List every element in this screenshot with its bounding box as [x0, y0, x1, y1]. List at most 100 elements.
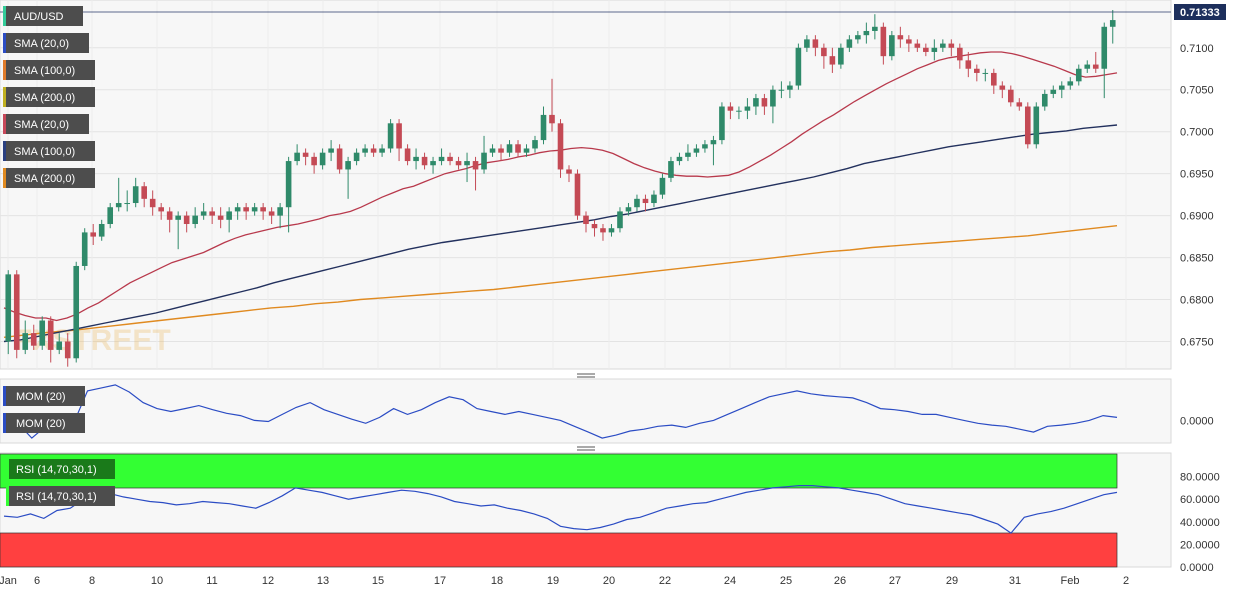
candle	[540, 106, 547, 145]
indicator-label-rsi-b[interactable]: RSI (14,70,30,1)	[6, 486, 115, 506]
candle	[251, 203, 258, 216]
mom-path	[3, 384, 1118, 439]
candle	[1050, 85, 1057, 99]
indicator-label-sma100-b[interactable]: SMA (100,0)	[3, 141, 95, 161]
candle	[345, 156, 351, 199]
candle	[285, 156, 292, 233]
main-panel	[0, 0, 1172, 370]
x-tick-label: 2	[1123, 575, 1129, 587]
candle	[770, 85, 776, 124]
symbol-label[interactable]: AUD/USD	[3, 6, 83, 26]
x-tick-label: 27	[889, 575, 901, 587]
candle	[268, 207, 275, 225]
candle	[158, 203, 164, 220]
y-tick-label: 20.0000	[1180, 539, 1220, 551]
candle	[1092, 51, 1099, 73]
candle	[1007, 85, 1014, 107]
candle	[353, 148, 360, 166]
candle	[608, 224, 615, 237]
indicator-label-text: MOM (20)	[16, 391, 66, 403]
candle	[1033, 102, 1040, 149]
candle	[328, 140, 334, 162]
indicator-label-rsi[interactable]: RSI (14,70,30,1)	[6, 459, 115, 479]
candle	[447, 152, 453, 166]
candle	[727, 102, 734, 120]
candle	[991, 68, 997, 94]
candle	[863, 22, 870, 44]
candle	[574, 169, 581, 220]
grid	[0, 0, 1171, 369]
candle	[923, 43, 929, 57]
y-tick-label: 80.0000	[1180, 472, 1220, 484]
y-tick-label: 60.0000	[1180, 494, 1220, 506]
candle	[889, 30, 895, 61]
candle	[192, 207, 198, 229]
candle	[965, 51, 972, 78]
indicator-label-sma20-b[interactable]: SMA (20,0)	[3, 114, 89, 134]
candle	[685, 144, 691, 162]
x-tick-label: 20	[603, 575, 615, 587]
indicator-label-text: SMA (20,0)	[14, 119, 69, 131]
candle	[5, 270, 12, 355]
y-tick-label: 0.7050	[1180, 85, 1214, 97]
candle	[940, 39, 946, 52]
x-tick-label: 24	[724, 575, 736, 587]
indicator-label-sma20[interactable]: SMA (20,0)	[3, 33, 89, 53]
indicator-label-mom-b[interactable]: MOM (20)	[3, 413, 85, 433]
rsi-oversold-band	[0, 532, 1118, 568]
indicator-label-sma200-b[interactable]: SMA (200,0)	[3, 168, 95, 188]
sma100-path	[3, 124, 1118, 343]
candle	[277, 203, 283, 229]
mom-panel	[0, 378, 1172, 444]
candle	[183, 211, 190, 233]
candle	[829, 47, 836, 73]
indicator-label-text: RSI (14,70,30,1)	[16, 491, 97, 503]
panel-resize-handle[interactable]	[577, 446, 595, 451]
indicator-label-text: SMA (100,0)	[14, 65, 75, 77]
candle	[532, 135, 538, 153]
candle	[523, 144, 530, 157]
indicator-label-sma200[interactable]: SMA (200,0)	[3, 87, 95, 107]
x-tick-label: 6	[34, 575, 40, 587]
candle	[107, 203, 114, 229]
candle	[1101, 22, 1108, 99]
indicator-label-mom[interactable]: MOM (20)	[3, 386, 85, 406]
candle	[931, 39, 938, 61]
candle	[744, 98, 751, 120]
candle	[1109, 10, 1116, 44]
candle	[141, 182, 147, 208]
indicator-label-text: SMA (200,0)	[14, 92, 75, 104]
rsi-line	[3, 485, 1118, 534]
x-tick-label: Jan	[0, 575, 17, 587]
y-tick-label: 0.0000	[1180, 415, 1214, 427]
candle	[736, 106, 742, 120]
x-tick-label: 12	[262, 575, 274, 587]
candle	[778, 81, 785, 99]
candle	[634, 194, 640, 212]
x-tick-label: 11	[206, 575, 217, 587]
candle	[132, 177, 139, 208]
indicator-label-text: RSI (14,70,30,1)	[16, 464, 97, 476]
indicator-label-sma100[interactable]: SMA (100,0)	[3, 60, 95, 80]
last-price-badge	[1174, 4, 1226, 20]
candle	[226, 207, 232, 233]
y-tick-label: 40.0000	[1180, 517, 1220, 529]
candle	[56, 333, 63, 355]
candle	[787, 81, 793, 99]
x-tick-label: 22	[659, 575, 671, 587]
candle	[166, 207, 173, 233]
candle	[753, 93, 759, 115]
panel-resize-handle[interactable]	[577, 373, 595, 378]
sma200-path	[3, 225, 1118, 338]
candle	[396, 119, 402, 162]
indicator-label-text: MOM (20)	[16, 418, 66, 430]
candle	[974, 64, 980, 82]
y-tick-label: 0.6750	[1180, 337, 1214, 349]
candle	[73, 261, 80, 363]
sma100-line	[3, 124, 1118, 343]
sma200-line	[3, 225, 1118, 338]
x-tick-label: 19	[547, 575, 559, 587]
y-tick-label: 0.6900	[1180, 211, 1214, 223]
candle	[302, 148, 309, 166]
candle	[846, 35, 853, 52]
